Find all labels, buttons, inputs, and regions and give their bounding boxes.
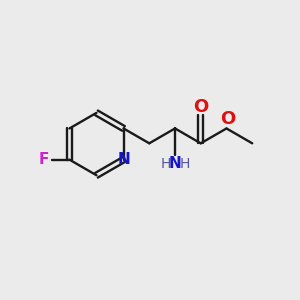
- Text: N: N: [118, 152, 130, 167]
- Text: F: F: [39, 152, 50, 167]
- Text: H: H: [160, 157, 171, 170]
- Text: O: O: [193, 98, 208, 116]
- Text: H: H: [179, 157, 190, 170]
- Text: N: N: [169, 156, 182, 171]
- Text: O: O: [220, 110, 236, 128]
